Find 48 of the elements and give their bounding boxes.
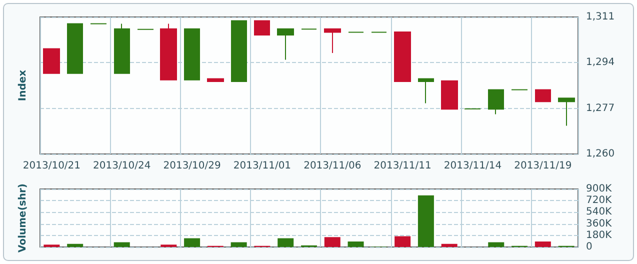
candlestick (418, 78, 434, 104)
y-tick-label: 180K (586, 230, 612, 241)
candlestick (254, 20, 270, 36)
candlestick (67, 23, 83, 74)
bar (184, 238, 200, 247)
bar (230, 242, 247, 247)
bar (488, 242, 504, 247)
candlestick (488, 89, 504, 115)
y-tick-label: 1,260 (586, 148, 615, 160)
y-tick-label: 1,277 (586, 102, 615, 114)
candlestick (277, 28, 294, 60)
bar (67, 244, 84, 247)
bar (534, 241, 551, 247)
x-tick-label: 2013/11/14 (444, 160, 502, 172)
bar (114, 242, 130, 247)
candlestick (558, 98, 575, 126)
y-tick-label: 720K (586, 195, 612, 206)
candlestick (43, 48, 60, 74)
y-axis-title: Volume(shr) (18, 184, 28, 252)
bar (278, 238, 294, 247)
candlestick (394, 32, 411, 82)
bar (394, 236, 411, 247)
candlestick (184, 28, 200, 80)
x-tick-label: 2013/11/19 (514, 160, 572, 172)
y-tick-label: 0 (586, 242, 592, 252)
x-tick-label: 2013/10/24 (93, 160, 151, 172)
y-tick-label: 540K (586, 206, 612, 218)
y-tick-label: 1,311 (586, 12, 615, 22)
x-tick-label: 2013/11/01 (233, 160, 292, 172)
candlestick (441, 80, 458, 110)
bar (348, 241, 364, 247)
bar (324, 237, 340, 247)
x-tick-label: 2013/11/06 (304, 160, 362, 172)
bar (418, 195, 434, 247)
x-tick-label: 2013/11/11 (374, 160, 432, 172)
y-axis-title: Index (18, 69, 28, 102)
x-tick-label: 2013/10/21 (22, 160, 81, 172)
candlestick (160, 23, 177, 80)
x-tick-label: 2013/10/29 (163, 160, 221, 172)
candlestick (207, 78, 224, 82)
candlestick (114, 23, 130, 74)
bar (441, 244, 458, 247)
y-tick-label: 900K (586, 184, 612, 194)
candlestick (535, 89, 551, 102)
candlestick (231, 20, 247, 82)
y-tick-label: 360K (586, 218, 612, 230)
y-tick-label: 1,294 (586, 57, 615, 68)
candlestick (324, 28, 341, 54)
